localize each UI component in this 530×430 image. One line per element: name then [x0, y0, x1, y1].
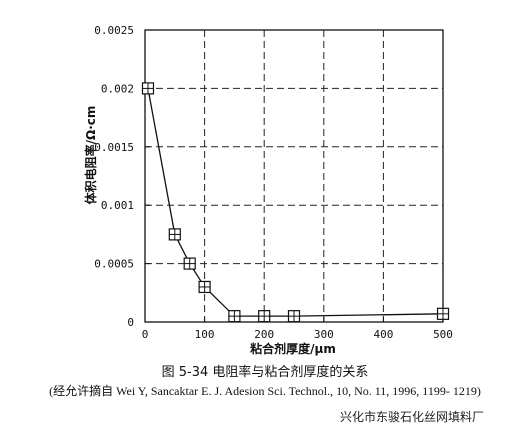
- x-tick-label: 100: [195, 328, 215, 341]
- y-tick-label: 0.001: [101, 199, 134, 212]
- figure-source: (经允许摘自 Wei Y, Sancaktar E. J. Adesion Sc…: [49, 384, 481, 398]
- y-tick-label: 0.0025: [94, 24, 134, 37]
- data-point-marker: [287, 310, 301, 323]
- tick-labels: 0 100 200 300 400 500 0 0.0005 0.001 0.0015 0.002 0…: [94, 24, 453, 341]
- x-tick-label: 500: [433, 328, 453, 341]
- figure-caption: 图 5-34 电阻率与粘合剂厚度的关系: [161, 365, 369, 380]
- x-axis-label: 粘合剂厚度/μm: [250, 341, 336, 356]
- data-point-marker: [228, 310, 241, 323]
- axes: [144, 29, 444, 323]
- x-tick-label: 300: [314, 328, 334, 341]
- data-point-marker: [258, 310, 271, 323]
- y-tick-label: 0.0015: [94, 141, 134, 154]
- y-axis-label: 体积电阻率/Ω·cm: [83, 106, 98, 205]
- data-point-marker: [168, 228, 181, 241]
- data-point-marker: [183, 257, 196, 270]
- watermark-text: 兴化市东骏石化丝网填料厂: [339, 410, 484, 424]
- data-point-marker: [141, 82, 155, 95]
- series-line: [147, 88, 444, 317]
- x-tick-label: 0: [142, 328, 149, 341]
- data-point-marker: [436, 307, 450, 320]
- x-tick-label: 200: [254, 328, 274, 341]
- y-tick-label: 0: [127, 316, 134, 329]
- grid-lines: [145, 30, 443, 322]
- y-tick-label: 0.0005: [94, 258, 134, 271]
- plot-frame: [144, 29, 444, 323]
- data-point-marker: [198, 280, 211, 294]
- y-tick-label: 0.002: [101, 82, 134, 95]
- x-tick-label: 400: [373, 328, 393, 341]
- chart: 0 100 200 300 400 500 0 0.0005 0.001 0.0015 0.002 0…: [83, 24, 453, 356]
- data-series: [141, 82, 450, 323]
